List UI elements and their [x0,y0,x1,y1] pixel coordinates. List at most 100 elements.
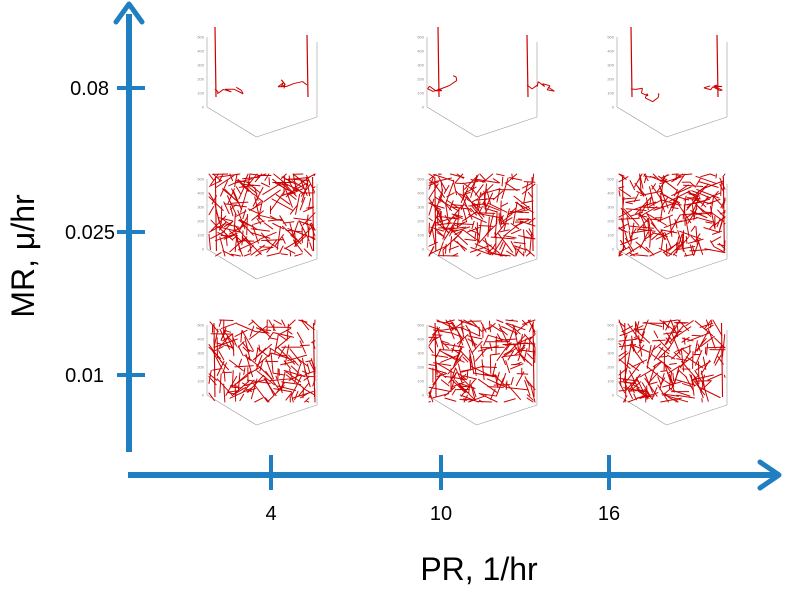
network-filament [532,173,535,183]
network-filament [635,254,649,257]
network-filament [496,173,505,177]
network-filament [478,228,492,244]
network-filament [279,215,287,227]
network-filament [685,356,704,369]
network-filament [687,208,698,224]
network-filament [219,236,226,257]
network-filament [214,176,217,252]
network-filament [285,371,302,383]
panel-axis-tick: 400 [417,337,424,342]
network-filament [639,369,653,378]
network-filament [501,177,509,200]
network-filament [249,173,259,176]
network-filament [694,340,698,356]
network-filament [659,373,665,390]
network-filament [650,222,667,240]
network-filament [434,322,437,398]
network-filament [474,226,480,236]
network-filament [524,376,530,387]
network-filament [624,238,633,244]
network-filament [675,184,689,195]
network-filament [480,366,497,368]
network-filament [479,184,494,199]
network-filament [289,348,302,364]
network-filament [693,204,698,221]
network-filament [701,196,709,207]
network-filament [285,189,293,208]
network-filament [513,195,531,210]
x-tick-label: 4 [265,503,276,525]
network-filament [460,373,467,381]
network-filament [483,196,486,208]
network-filament [265,239,279,249]
network-filament [714,354,722,366]
panel-axis-tick: 0 [422,393,425,398]
network-filament [645,97,653,103]
network-filament [429,211,440,235]
network-filament [513,327,521,335]
y-tick-label: 0.025 [65,222,115,244]
network-filament [501,372,507,384]
network-filament [451,347,460,355]
network-filament [475,348,488,362]
network-filament [282,221,295,224]
network-filament [514,245,527,251]
network-filament [661,393,679,397]
panel-frame-line [666,404,728,426]
network-filament [460,378,477,397]
network-filament [309,224,316,231]
network-filament [214,346,224,352]
network-filament [237,345,244,357]
network-filament [657,384,669,403]
network-filament [547,86,555,92]
network-filament [454,173,464,183]
network-filament [494,223,506,238]
network-filament [646,212,667,226]
network-filament [208,392,215,402]
network-filament [218,319,222,327]
network-filament [691,190,699,194]
network-filament [498,215,504,224]
network-filament [259,215,283,222]
network-filament [516,336,533,345]
network-filament [431,203,445,209]
network-filament [490,224,497,231]
network-filament [667,366,679,374]
panel-axis-tick: 0 [202,105,205,110]
network-filament [232,337,238,347]
network-filament [210,173,219,186]
network-filament [273,388,292,393]
network-filament [471,340,483,354]
network-filament [675,236,680,251]
network-filament [512,324,518,336]
network-filament [644,93,648,99]
network-filament [709,320,713,329]
network-filament [260,182,270,188]
network-filament [463,319,477,328]
network-filament [514,361,522,366]
network-filament [445,226,467,231]
network-filament [308,236,316,241]
network-filament [702,356,707,371]
network-filament [287,179,295,191]
network-filament [695,226,698,246]
network-filament [651,354,672,370]
network-filament [685,235,688,244]
network-filament [630,229,653,234]
network-filament [251,319,266,334]
network-filament [709,173,716,177]
network-filament [705,221,713,224]
network-filament [437,363,454,374]
network-filament [294,390,299,401]
network-filament [644,388,653,400]
network-filament [483,190,487,214]
network-filament [657,93,660,98]
network-filament [456,207,460,229]
network-filament [631,359,648,368]
network-filament [271,198,293,211]
network-filament [283,84,286,89]
network-filament [428,245,447,255]
network-filament [259,247,273,252]
network-filament [438,176,447,192]
network-filament [222,362,227,374]
